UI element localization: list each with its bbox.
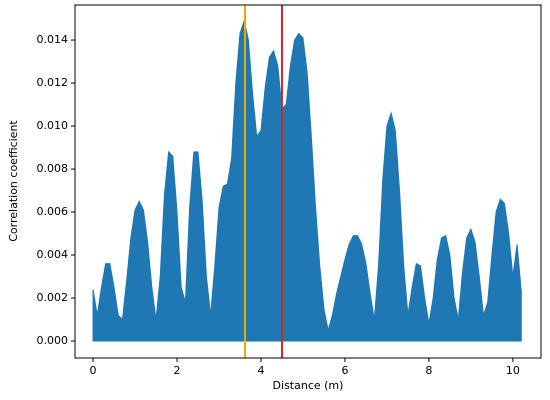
area xyxy=(92,18,522,342)
y-tick-label: 0.002 xyxy=(37,291,69,304)
x-tick-label: 2 xyxy=(174,364,181,377)
y-tick-label: 0.010 xyxy=(37,119,69,132)
y-tick-label: 0.006 xyxy=(37,205,69,218)
y-tick-label: 0.000 xyxy=(37,334,69,347)
x-tick-label: 4 xyxy=(257,364,264,377)
x-tick-label: 0 xyxy=(90,364,97,377)
y-tick-label: 0.008 xyxy=(37,162,69,175)
x-tick-label: 10 xyxy=(506,364,520,377)
plot-frame xyxy=(74,4,542,359)
x-axis-label: Distance (m) xyxy=(273,379,344,392)
y-tick-label: 0.012 xyxy=(37,76,69,89)
y-axis-label: Correlation coefficient xyxy=(7,120,20,242)
x-tick-label: 6 xyxy=(341,364,348,377)
x-tick-label: 8 xyxy=(425,364,432,377)
y-tick-label: 0.014 xyxy=(37,33,69,46)
y-tick-label: 0.004 xyxy=(37,248,69,261)
